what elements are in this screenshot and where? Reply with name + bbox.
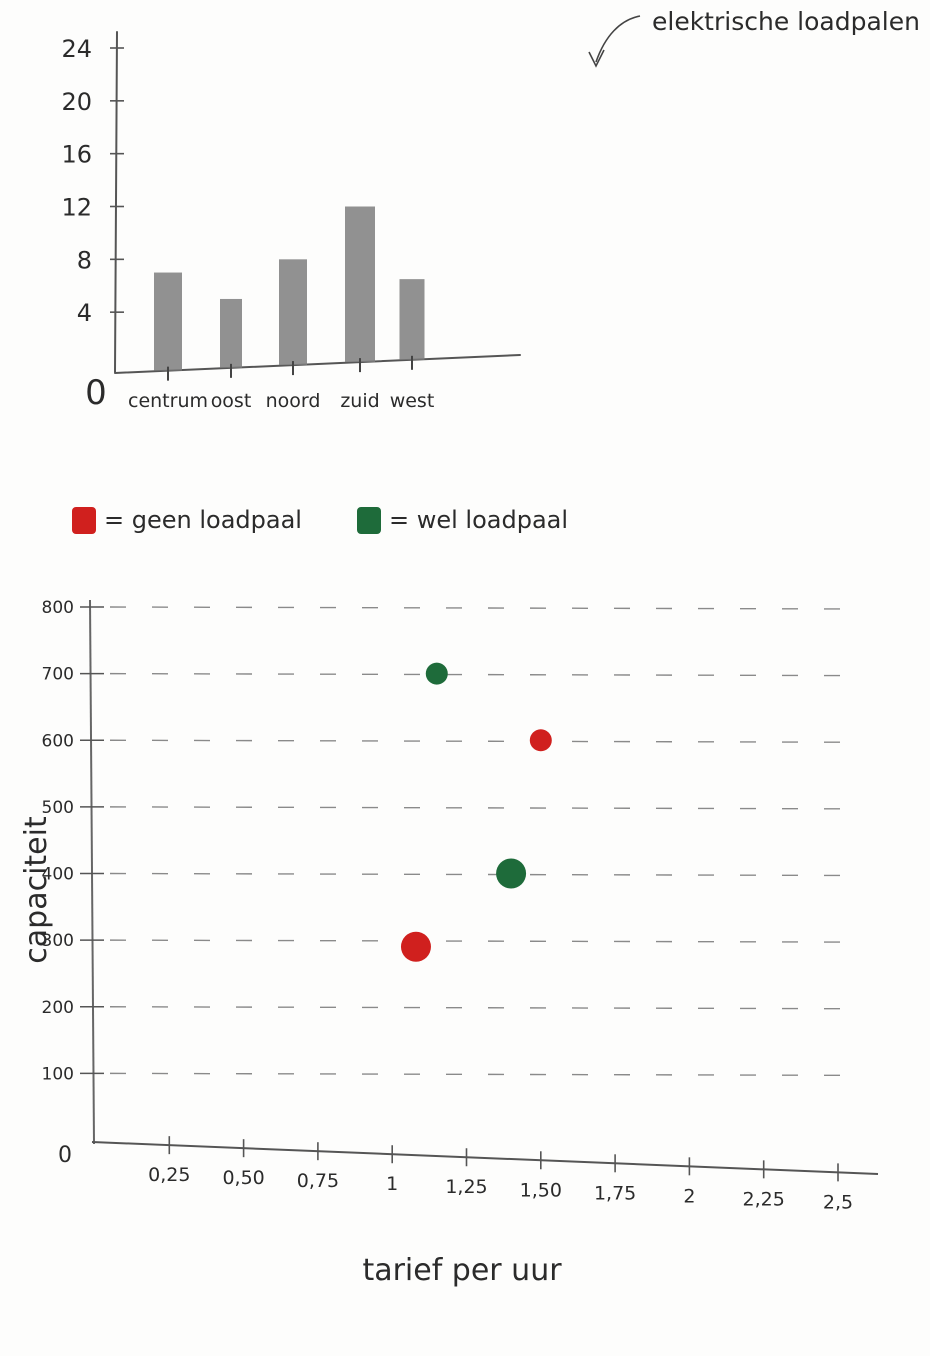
scatter-y-tick-label: 100 [42, 1064, 74, 1084]
scatter-chart: = geen loadpaal = wel loadpaal 100 200 300 40… [19, 506, 879, 1288]
scatter-y-tick-label: 700 [42, 665, 74, 685]
bar-y-tick-label: 16 [61, 141, 92, 169]
bar [399, 279, 425, 360]
annotation-arrowhead [588, 49, 605, 68]
legend-swatch [72, 507, 96, 534]
bar [279, 259, 307, 366]
bar-category-label: west [390, 390, 435, 412]
scatter-point [425, 662, 448, 685]
scatter-origin-label: 0 [58, 1143, 72, 1168]
scatter-x-tick-label: 0,25 [148, 1164, 190, 1186]
grid-line [109, 672, 866, 677]
legend-label: = geen loadpaal [104, 506, 302, 534]
grid-line [109, 806, 866, 810]
bar-y-axis [114, 31, 118, 373]
grid-line [109, 939, 866, 943]
bar [220, 298, 242, 368]
scatter-x-tick-label: 2,5 [823, 1191, 853, 1213]
scatter-y-tick-label: 400 [42, 865, 74, 885]
scatter-y-tick-label: 800 [42, 598, 74, 618]
grid-line [109, 1072, 866, 1077]
bar-category-label: oost [211, 390, 252, 412]
scatter-x-tick-label: 2,25 [743, 1188, 785, 1210]
scatter-point [529, 729, 552, 752]
scatter-x-tick-label: 2 [683, 1185, 695, 1207]
bar-y-tick-label: 8 [77, 246, 92, 274]
bar-origin-label: 0 [85, 373, 107, 413]
bar-chart: 4 8 12 16 20 24 0 centrum oost noord zuid west elekt… [61, 7, 920, 413]
bar-category-label: centrum [128, 390, 208, 412]
scatter-x-axis [91, 1141, 879, 1175]
annotation-text: elektrische loadpalen [652, 7, 920, 36]
scatter-point [400, 931, 431, 962]
scatter-x-tick-label: 1,50 [520, 1179, 562, 1201]
bar [345, 206, 375, 363]
bar-y-tick-label: 4 [77, 299, 92, 327]
bar-category-label: zuid [340, 390, 379, 412]
legend-swatch [357, 507, 381, 534]
bar [154, 272, 182, 371]
scatter-y-tick-label: 300 [42, 931, 74, 951]
bar-y-tick-label: 12 [61, 194, 92, 222]
grid-line [109, 739, 866, 743]
scatter-y-axis [89, 599, 95, 1145]
scatter-y-tick-label: 500 [42, 798, 74, 818]
scatter-x-tick-label: 1,75 [594, 1182, 636, 1204]
scatter-y-axis-title: capaciteit [19, 816, 54, 964]
scatter-x-axis-title: tarief per uur [362, 1253, 562, 1288]
scatter-x-tick-label: 1 [386, 1173, 398, 1195]
scatter-x-tick-label: 0,75 [297, 1170, 339, 1192]
grid-line [109, 606, 866, 610]
scatter-x-tick-label: 0,50 [222, 1167, 264, 1189]
bar-y-tick-label: 24 [61, 35, 92, 63]
bar-y-tick-label: 20 [61, 88, 92, 116]
bar-category-label: noord [266, 390, 321, 412]
legend-label: = wel loadpaal [389, 506, 568, 534]
bar-x-axis [114, 354, 521, 374]
grid-line [109, 1006, 866, 1010]
scatter-y-tick-label: 200 [42, 998, 74, 1018]
scatter-x-tick-label: 1,25 [445, 1176, 487, 1198]
scatter-point [496, 858, 527, 889]
grid-line [109, 872, 866, 877]
annotation-arrow [595, 15, 641, 63]
scatter-y-tick-label: 600 [42, 731, 74, 751]
